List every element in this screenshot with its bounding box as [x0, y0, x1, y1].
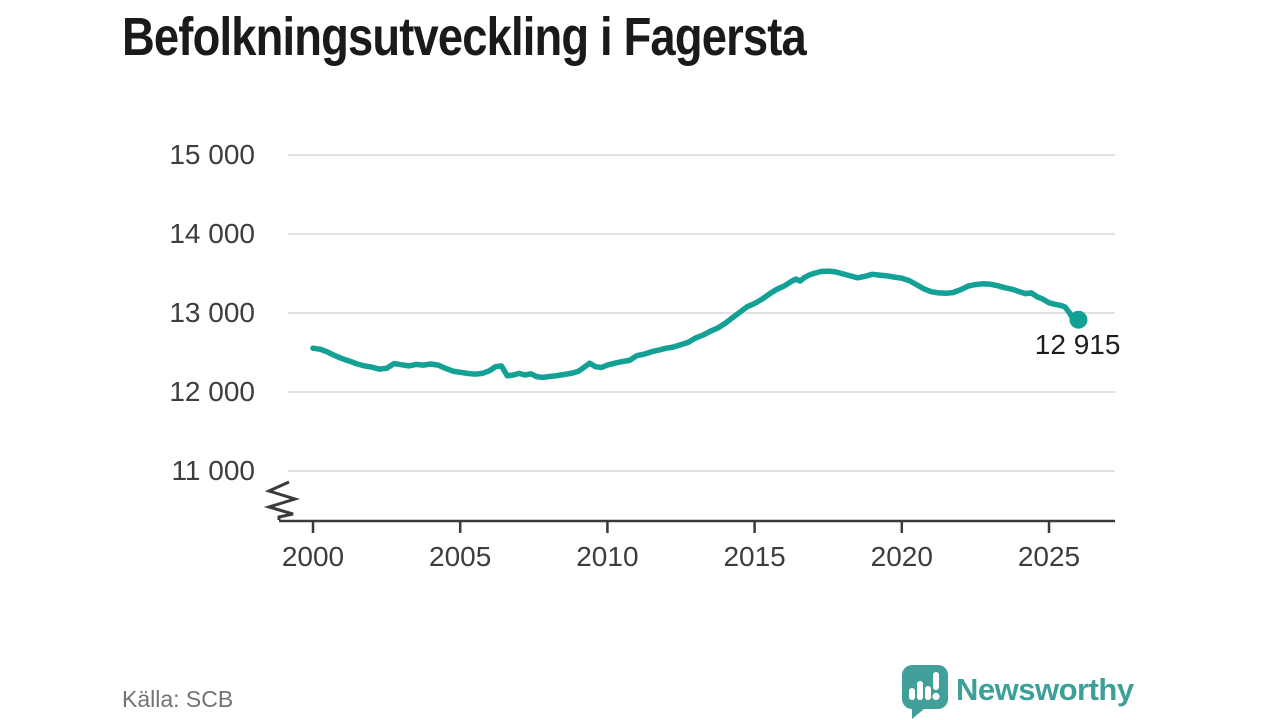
y-axis-break-icon — [263, 480, 301, 520]
y-tick-label: 14 000 — [169, 218, 255, 249]
newsworthy-logo-icon — [902, 665, 948, 719]
bar-chart-glyph — [909, 672, 940, 701]
y-tick-label: 13 000 — [169, 297, 255, 328]
last-point-marker — [1069, 310, 1088, 329]
chart-title: Befolkningsutveckling i Fagersta — [122, 7, 807, 67]
population-line — [310, 268, 1082, 381]
source-note: Källa: SCB — [122, 686, 234, 712]
last-value-label: 12 915 — [1034, 328, 1121, 360]
x-tick-label: 2025 — [1017, 541, 1081, 572]
y-tick-label: 11 000 — [171, 455, 255, 486]
x-tick-label: 2010 — [576, 541, 639, 572]
exclamation-dot — [932, 692, 940, 701]
exclamation-bar — [933, 672, 939, 690]
y-tick-label: 15 000 — [169, 139, 255, 170]
x-tick-label: 2000 — [281, 541, 345, 572]
y-tick-label: 12 000 — [169, 376, 255, 407]
x-tick-label: 2020 — [870, 541, 933, 572]
x-tick-label: 2015 — [723, 541, 786, 572]
x-tick-label: 2005 — [429, 541, 492, 572]
brand-name: Newsworthy — [956, 672, 1134, 707]
